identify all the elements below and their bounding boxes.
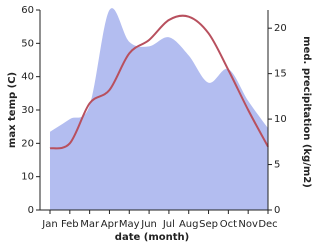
y-tick-label: 50	[21, 38, 34, 49]
temperature-line	[49, 14, 269, 150]
y-tick-label: 0	[28, 205, 34, 216]
x-tick-label: Aug	[179, 219, 199, 230]
y-axis-label: max temp (C)	[7, 72, 18, 148]
x-tick-label: Apr	[101, 219, 119, 230]
y2-axis-label: med. precipitation (kg/m2)	[301, 36, 312, 188]
x-tick-label: Mar	[80, 219, 100, 230]
y2-tick-label: 15	[274, 69, 287, 80]
x-tick-label: May	[119, 219, 140, 230]
x-tick-label: Dec	[258, 219, 277, 230]
x-tick-label: Nov	[238, 219, 258, 230]
y-tick-label: 60	[21, 5, 34, 16]
y-tick-label: 30	[21, 105, 34, 116]
y2-tick-label: 5	[274, 160, 280, 171]
y2-tick-label: 20	[274, 23, 287, 34]
y-tick-label: 40	[21, 72, 34, 83]
x-tick-label: Jan	[41, 219, 57, 230]
x-tick-label: Sep	[199, 219, 218, 230]
x-tick-label: Jul	[162, 219, 175, 230]
y-tick-label: 10	[21, 172, 34, 183]
x-tick-label: Feb	[61, 219, 79, 230]
precipitation-area	[50, 8, 268, 210]
x-tick-label: Oct	[220, 219, 237, 230]
y-tick-label: 20	[21, 138, 34, 149]
x-axis-label: date (month)	[115, 232, 189, 243]
y2-tick-label: 10	[274, 114, 287, 125]
y2-tick-label: 0	[274, 205, 280, 216]
x-tick-label: Jun	[140, 219, 157, 230]
